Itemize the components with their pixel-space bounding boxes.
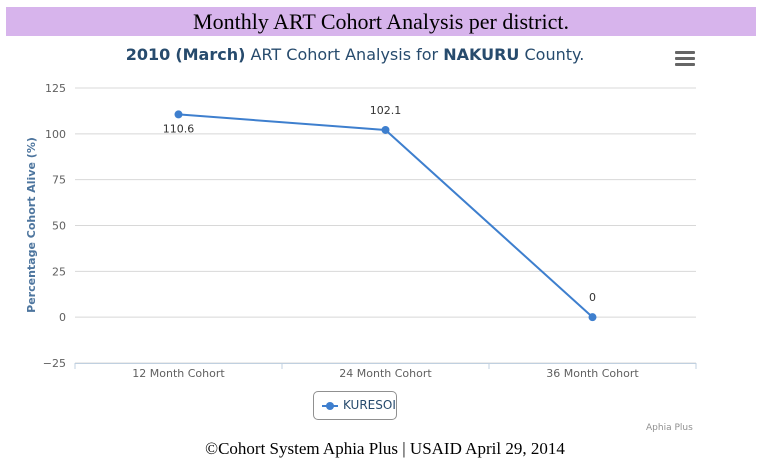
page-banner: Monthly ART Cohort Analysis per district… <box>6 7 756 36</box>
y-axis-label: Percentage Cohort Alive (%) <box>25 137 38 313</box>
x-tick-label: 12 Month Cohort <box>132 367 225 380</box>
y-tick-label: 25 <box>52 265 66 278</box>
chart-menu-icon[interactable] <box>675 51 695 67</box>
chart-title-month: (March) <box>175 45 246 64</box>
chart-title-year: 2010 <box>125 45 171 64</box>
chart-title-county: NAKURU <box>443 45 520 64</box>
legend-label: KURESOI <box>343 398 396 412</box>
chart-title: 2010 (March) ART Cohort Analysis for NAK… <box>0 45 710 64</box>
x-tick-label: 24 Month Cohort <box>339 367 432 380</box>
y-tick-label: 75 <box>52 174 66 187</box>
data-point[interactable] <box>588 313 597 322</box>
y-tick-label: 125 <box>45 82 66 95</box>
data-point[interactable] <box>381 125 390 134</box>
banner-title: Monthly ART Cohort Analysis per district… <box>193 9 569 34</box>
chart-title-middle: ART Cohort Analysis for <box>250 45 439 64</box>
legend-item-kuresoi[interactable]: KURESOI <box>313 391 397 420</box>
y-tick-label: −25 <box>43 357 66 370</box>
series-line <box>178 113 594 318</box>
data-point[interactable] <box>174 110 183 119</box>
credits-link[interactable]: Aphia Plus <box>646 423 693 433</box>
data-label: 110.6 <box>163 122 195 135</box>
page-footer: ©Cohort System Aphia Plus | USAID April … <box>205 439 565 458</box>
data-label: 0 <box>589 291 596 304</box>
y-tick-label: 50 <box>52 220 66 233</box>
chart-title-suffix: County. <box>524 45 585 64</box>
legend-symbol-icon <box>322 402 338 410</box>
x-tick-label: 36 Month Cohort <box>546 367 639 380</box>
y-tick-label: 0 <box>59 311 66 324</box>
y-tick-label: 100 <box>45 128 66 141</box>
data-label: 102.1 <box>370 104 402 117</box>
